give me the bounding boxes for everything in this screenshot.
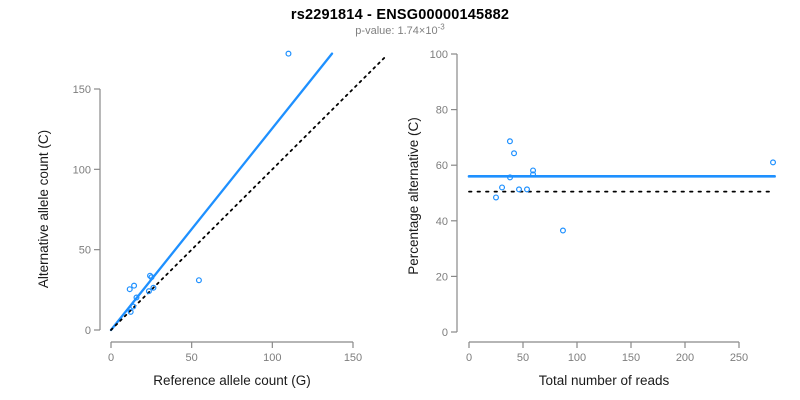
- x-tick-label: 200: [676, 352, 694, 364]
- data-point: [150, 284, 157, 291]
- x-tick-label: 100: [263, 352, 281, 364]
- data-point: [148, 274, 155, 281]
- x-tick-label: 50: [517, 352, 529, 364]
- x-tick-label: 250: [730, 352, 748, 364]
- data-point: [131, 282, 138, 289]
- data-point: [126, 286, 133, 293]
- data-point: [559, 227, 566, 234]
- data-point: [511, 150, 518, 157]
- data-point: [195, 277, 202, 284]
- x-axis-title: Total number of reads: [539, 373, 670, 388]
- data-point: [147, 272, 154, 279]
- y-axis-title: Percentage alternative (C): [406, 117, 421, 275]
- y-tick-label: 0: [85, 325, 91, 337]
- y-tick-label: 50: [79, 245, 91, 257]
- data-point: [493, 194, 500, 201]
- x-tick-label: 150: [622, 352, 640, 364]
- y-tick-label: 100: [430, 49, 448, 61]
- y-axis-title: Alternative allele count (C): [36, 130, 51, 288]
- data-point: [127, 308, 134, 315]
- pvalue-text: p-value: 1.74×10: [355, 25, 438, 37]
- y-tick-label: 20: [436, 271, 448, 283]
- fitted-proportion-line: [109, 52, 334, 332]
- y-tick-label: 60: [436, 160, 448, 172]
- identity-line: [110, 54, 388, 331]
- y-tick-label: 0: [442, 327, 448, 339]
- x-tick-label: 100: [568, 352, 586, 364]
- data-point: [516, 186, 523, 193]
- data-point: [530, 171, 537, 178]
- data-point: [145, 288, 152, 295]
- y-tick-label: 80: [436, 105, 448, 117]
- data-point: [770, 159, 777, 166]
- y-tick-label: 40: [436, 216, 448, 228]
- data-point: [133, 294, 140, 301]
- x-tick-label: 150: [344, 352, 362, 364]
- figure-subtitle: p-value: 1.74×10-3: [0, 22, 800, 37]
- x-axis-title: Reference allele count (G): [153, 373, 311, 388]
- data-point: [130, 303, 137, 310]
- y-tick-label: 150: [73, 84, 91, 96]
- pvalue-exponent: -3: [437, 22, 445, 32]
- data-point: [499, 184, 506, 191]
- data-point: [285, 50, 292, 57]
- x-tick-label: 50: [186, 352, 198, 364]
- figure-title: rs2291814 - ENSG00000145882: [290, 7, 510, 23]
- x-tick-label: 0: [466, 352, 472, 364]
- data-point: [507, 174, 514, 181]
- y-tick-label: 100: [73, 164, 91, 176]
- percentage-alternative-scatter-panel: 0 20 40 60 80 100 0 50 100 150 200 250 Total number …: [406, 49, 777, 388]
- x-tick-label: 0: [108, 352, 114, 364]
- data-point: [523, 186, 530, 193]
- data-point: [530, 167, 537, 174]
- data-point: [506, 138, 513, 145]
- allele-count-scatter-panel: 0 50 100 150 0 50 100 150 Reference allele count…: [36, 50, 388, 388]
